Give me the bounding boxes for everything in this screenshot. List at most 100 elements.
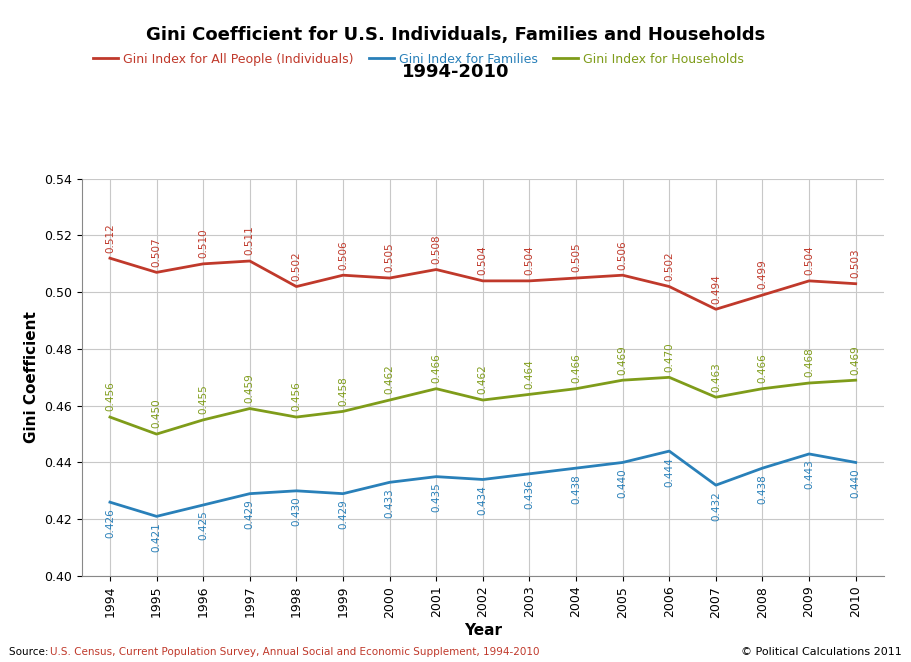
Text: 0.462: 0.462 xyxy=(384,365,394,395)
Gini Index for Families xyxy=(617,459,628,467)
Text: 0.504: 0.504 xyxy=(804,246,814,275)
Text: 0.469: 0.469 xyxy=(618,345,628,375)
Gini Index for Families xyxy=(431,473,442,481)
Text: 0.466: 0.466 xyxy=(757,354,767,383)
Gini Index for Households xyxy=(804,379,814,387)
Text: 0.512: 0.512 xyxy=(105,222,115,252)
Gini Index for All People (Individuals) xyxy=(664,283,675,291)
Text: 0.435: 0.435 xyxy=(431,483,441,512)
Gini Index for All People (Individuals) xyxy=(711,305,722,313)
Gini Index for Households xyxy=(338,407,349,415)
Text: 0.430: 0.430 xyxy=(292,496,302,526)
Gini Index for All People (Individuals) xyxy=(524,277,535,285)
Text: Source:: Source: xyxy=(9,647,52,657)
Text: 0.504: 0.504 xyxy=(525,246,535,275)
Text: 0.511: 0.511 xyxy=(245,226,255,256)
Gini Index for Families xyxy=(338,490,349,498)
Gini Index for All People (Individuals) xyxy=(105,254,116,262)
Text: 0.450: 0.450 xyxy=(151,399,161,428)
Gini Index for All People (Individuals) xyxy=(850,280,861,288)
Gini Index for All People (Individuals) xyxy=(338,271,349,279)
Text: 0.466: 0.466 xyxy=(571,354,581,383)
Text: 0.505: 0.505 xyxy=(384,243,394,272)
Gini Index for All People (Individuals) xyxy=(570,274,581,282)
Gini Index for All People (Individuals) xyxy=(291,283,302,291)
Text: © Political Calculations 2011: © Political Calculations 2011 xyxy=(742,647,902,657)
Gini Index for All People (Individuals) xyxy=(804,277,814,285)
Text: 0.438: 0.438 xyxy=(757,474,767,504)
Gini Index for Families xyxy=(757,464,768,472)
Gini Index for Households xyxy=(151,430,162,438)
Text: 0.466: 0.466 xyxy=(431,354,441,383)
Gini Index for Families xyxy=(384,479,395,487)
Text: 0.429: 0.429 xyxy=(338,499,348,529)
Text: 0.443: 0.443 xyxy=(804,459,814,489)
Text: 0.505: 0.505 xyxy=(571,243,581,272)
Gini Index for Families xyxy=(570,464,581,472)
Gini Index for Families xyxy=(804,450,814,458)
Gini Index for Households xyxy=(617,376,628,384)
Gini Index for All People (Individuals) xyxy=(151,268,162,276)
Gini Index for Families xyxy=(291,487,302,495)
Gini Index for Families xyxy=(198,501,209,509)
Gini Index for Households xyxy=(711,393,722,401)
Text: 0.507: 0.507 xyxy=(151,237,161,267)
Text: 0.444: 0.444 xyxy=(664,457,674,487)
Text: 0.463: 0.463 xyxy=(711,361,721,391)
Gini Index for Families xyxy=(850,459,861,467)
Gini Index for All People (Individuals) xyxy=(244,257,255,265)
Text: 0.502: 0.502 xyxy=(292,252,302,281)
Text: 0.421: 0.421 xyxy=(151,522,161,552)
Line: Gini Index for Households: Gini Index for Households xyxy=(110,377,855,434)
Y-axis label: Gini Coefficient: Gini Coefficient xyxy=(24,311,38,444)
Text: 0.432: 0.432 xyxy=(711,491,721,520)
Text: 0.429: 0.429 xyxy=(245,499,255,529)
Text: 0.462: 0.462 xyxy=(478,365,487,395)
Gini Index for Households xyxy=(757,385,768,393)
Text: 0.506: 0.506 xyxy=(338,240,348,269)
Gini Index for All People (Individuals) xyxy=(477,277,488,285)
Gini Index for Households xyxy=(850,376,861,384)
Gini Index for All People (Individuals) xyxy=(757,291,768,299)
Gini Index for All People (Individuals) xyxy=(198,260,209,268)
Text: 0.438: 0.438 xyxy=(571,474,581,504)
Gini Index for All People (Individuals) xyxy=(617,271,628,279)
Text: 0.510: 0.510 xyxy=(199,228,209,258)
Text: Gini Coefficient for U.S. Individuals, Families and Households: Gini Coefficient for U.S. Individuals, F… xyxy=(146,26,765,44)
Text: 0.456: 0.456 xyxy=(292,381,302,411)
Text: 0.433: 0.433 xyxy=(384,488,394,518)
Text: 0.456: 0.456 xyxy=(105,381,115,411)
Line: Gini Index for Families: Gini Index for Families xyxy=(110,451,855,516)
Gini Index for Households xyxy=(105,413,116,421)
Gini Index for Families xyxy=(244,490,255,498)
Text: U.S. Census, Current Population Survey, Annual Social and Economic Supplement, 1: U.S. Census, Current Population Survey, … xyxy=(50,647,539,657)
Text: 0.468: 0.468 xyxy=(804,348,814,377)
Text: 0.499: 0.499 xyxy=(757,260,767,289)
X-axis label: Year: Year xyxy=(464,623,502,638)
Text: 0.469: 0.469 xyxy=(851,345,861,375)
Text: 0.464: 0.464 xyxy=(525,359,535,389)
Text: 1994-2010: 1994-2010 xyxy=(402,63,509,81)
Text: 0.494: 0.494 xyxy=(711,274,721,304)
Text: 0.440: 0.440 xyxy=(851,468,861,498)
Text: 0.470: 0.470 xyxy=(664,342,674,371)
Text: 0.459: 0.459 xyxy=(245,373,255,403)
Gini Index for Families xyxy=(524,470,535,478)
Gini Index for Households xyxy=(570,385,581,393)
Gini Index for Families xyxy=(711,481,722,489)
Gini Index for Families xyxy=(477,475,488,483)
Text: 0.436: 0.436 xyxy=(525,479,535,509)
Gini Index for Families xyxy=(105,498,116,506)
Text: 0.503: 0.503 xyxy=(851,248,861,278)
Gini Index for Households xyxy=(431,385,442,393)
Gini Index for Households xyxy=(524,391,535,399)
Gini Index for Households xyxy=(198,416,209,424)
Gini Index for Households xyxy=(664,373,675,381)
Text: 0.425: 0.425 xyxy=(199,510,209,540)
Text: 0.426: 0.426 xyxy=(105,508,115,538)
Gini Index for Families xyxy=(664,447,675,455)
Gini Index for All People (Individuals) xyxy=(431,265,442,273)
Gini Index for Households xyxy=(244,404,255,412)
Line: Gini Index for All People (Individuals): Gini Index for All People (Individuals) xyxy=(110,258,855,309)
Text: 0.508: 0.508 xyxy=(431,234,441,264)
